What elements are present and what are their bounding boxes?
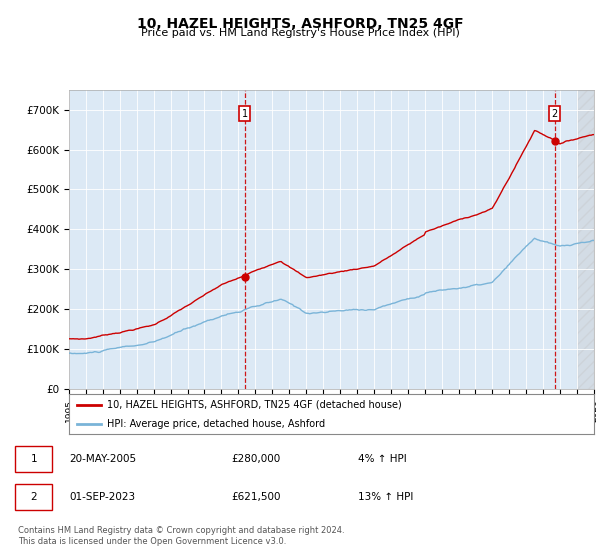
Text: Price paid vs. HM Land Registry's House Price Index (HPI): Price paid vs. HM Land Registry's House … bbox=[140, 28, 460, 38]
Text: 4% ↑ HPI: 4% ↑ HPI bbox=[358, 454, 406, 464]
Text: £280,000: £280,000 bbox=[231, 454, 280, 464]
Text: £621,500: £621,500 bbox=[231, 492, 280, 502]
Text: 1: 1 bbox=[31, 454, 37, 464]
Bar bbox=[577, 90, 594, 389]
Text: HPI: Average price, detached house, Ashford: HPI: Average price, detached house, Ashf… bbox=[107, 419, 325, 429]
Text: 10, HAZEL HEIGHTS, ASHFORD, TN25 4GF (detached house): 10, HAZEL HEIGHTS, ASHFORD, TN25 4GF (de… bbox=[107, 400, 401, 410]
Text: 10, HAZEL HEIGHTS, ASHFORD, TN25 4GF: 10, HAZEL HEIGHTS, ASHFORD, TN25 4GF bbox=[137, 17, 463, 31]
Text: 2: 2 bbox=[551, 109, 557, 119]
Text: 1: 1 bbox=[242, 109, 248, 119]
FancyBboxPatch shape bbox=[15, 446, 52, 472]
FancyBboxPatch shape bbox=[15, 484, 52, 510]
Text: 13% ↑ HPI: 13% ↑ HPI bbox=[358, 492, 413, 502]
Text: Contains HM Land Registry data © Crown copyright and database right 2024.
This d: Contains HM Land Registry data © Crown c… bbox=[18, 526, 344, 546]
Text: 20-MAY-2005: 20-MAY-2005 bbox=[70, 454, 137, 464]
Text: 01-SEP-2023: 01-SEP-2023 bbox=[70, 492, 136, 502]
Text: 2: 2 bbox=[31, 492, 37, 502]
